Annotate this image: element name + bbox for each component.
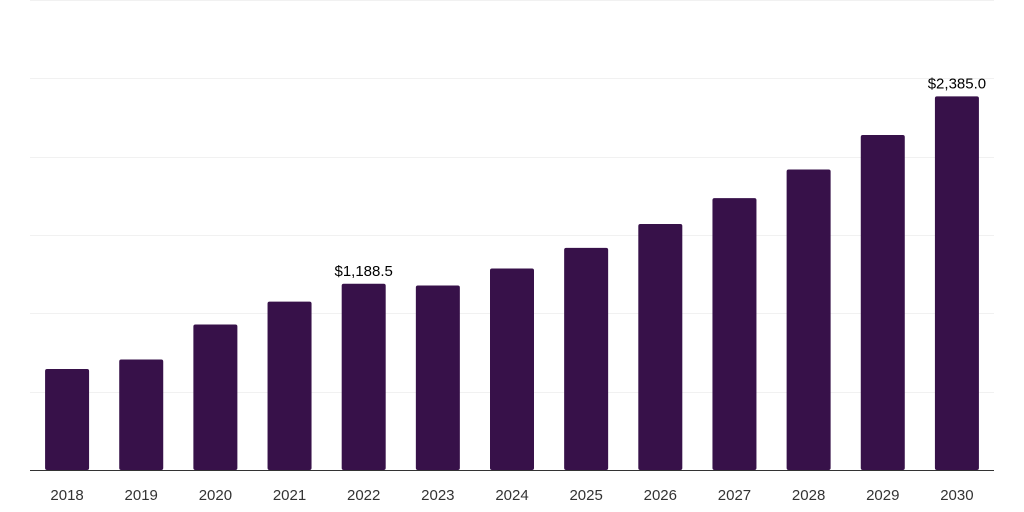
bar-2028	[786, 169, 831, 470]
bar-2020	[193, 324, 238, 470]
x-tick-label-2029: 2029	[866, 487, 899, 504]
x-tick-label-2027: 2027	[718, 487, 751, 504]
x-tick-label-2019: 2019	[125, 487, 158, 504]
bar-2018	[45, 368, 90, 470]
x-tick-label-2030: 2030	[940, 487, 973, 504]
x-tick-label-2020: 2020	[199, 487, 232, 504]
x-tick-label-2022: 2022	[347, 487, 380, 504]
x-tick-label-2026: 2026	[644, 487, 677, 504]
bar-2027	[712, 198, 757, 470]
bar-2021	[267, 301, 312, 470]
x-tick-label-2028: 2028	[792, 487, 825, 504]
bar-2025	[564, 247, 609, 470]
data-labels: $1,188.5 $2,385.0	[334, 75, 986, 279]
bar-2019	[119, 359, 164, 470]
x-tick-label-2021: 2021	[273, 487, 306, 504]
bar-2026	[638, 224, 683, 470]
x-tick-label-2023: 2023	[421, 487, 454, 504]
gridlines	[30, 0, 994, 393]
bar-2029	[860, 135, 905, 471]
data-label-2030: $2,385.0	[928, 75, 986, 92]
x-tick-labels: 2018 2019 2020 2021 2022 2023 2024 2025 2026 2027…	[50, 487, 973, 504]
bar-2023	[415, 285, 460, 470]
bar-2030	[934, 96, 979, 470]
x-tick-label-2025: 2025	[569, 487, 602, 504]
bars	[45, 96, 979, 471]
bar-2024	[490, 268, 534, 470]
data-label-2022: $1,188.5	[334, 263, 392, 280]
x-tick-label-2024: 2024	[495, 487, 528, 504]
bar-2022	[341, 283, 386, 470]
x-tick-label-2018: 2018	[50, 487, 83, 504]
